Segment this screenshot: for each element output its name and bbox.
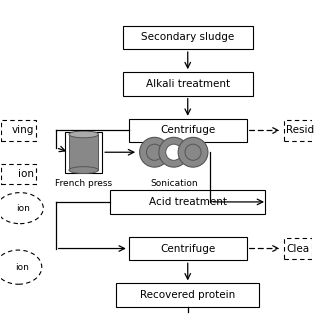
Ellipse shape bbox=[69, 167, 99, 173]
Text: Clea: Clea bbox=[286, 244, 309, 253]
Text: Resid: Resid bbox=[286, 125, 314, 135]
Circle shape bbox=[178, 137, 208, 167]
Bar bbox=[116, 284, 259, 307]
Text: Centrifuge: Centrifuge bbox=[160, 125, 215, 135]
Text: ion: ion bbox=[18, 169, 34, 179]
Text: Acid treatment: Acid treatment bbox=[149, 197, 227, 207]
Bar bbox=[65, 132, 102, 172]
Circle shape bbox=[159, 137, 189, 167]
Bar bbox=[110, 190, 265, 213]
Ellipse shape bbox=[0, 250, 42, 284]
Circle shape bbox=[140, 137, 169, 167]
Text: ion: ion bbox=[15, 263, 28, 272]
Bar bbox=[69, 134, 99, 170]
Text: French press: French press bbox=[55, 179, 112, 188]
Text: Centrifuge: Centrifuge bbox=[160, 244, 215, 253]
Text: Alkali treatment: Alkali treatment bbox=[146, 79, 230, 89]
Bar bbox=[129, 237, 247, 260]
Ellipse shape bbox=[0, 193, 43, 224]
Ellipse shape bbox=[69, 131, 99, 138]
Circle shape bbox=[147, 144, 163, 160]
Text: ion: ion bbox=[16, 204, 30, 213]
Text: Secondary sludge: Secondary sludge bbox=[141, 32, 234, 42]
Text: Recovered protein: Recovered protein bbox=[140, 290, 236, 300]
Bar bbox=[284, 120, 312, 140]
Text: Sonication: Sonication bbox=[150, 179, 197, 188]
Bar bbox=[284, 238, 312, 259]
Bar bbox=[123, 72, 253, 96]
Circle shape bbox=[166, 144, 182, 160]
Bar bbox=[129, 119, 247, 142]
Text: ving: ving bbox=[12, 125, 34, 135]
Bar bbox=[1, 164, 36, 184]
Bar bbox=[1, 120, 36, 140]
Bar bbox=[123, 26, 253, 49]
Circle shape bbox=[185, 144, 201, 160]
